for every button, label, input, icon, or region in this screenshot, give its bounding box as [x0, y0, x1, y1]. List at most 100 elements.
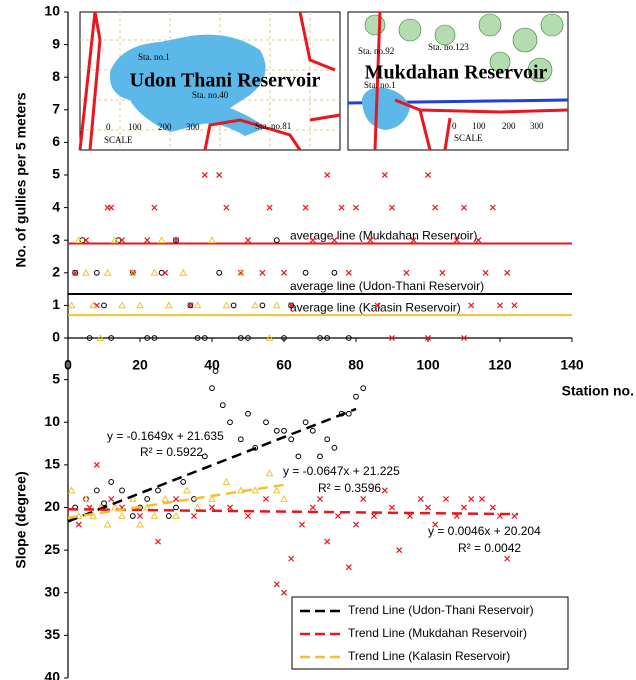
point — [389, 205, 394, 210]
point — [130, 514, 135, 519]
point — [354, 394, 359, 399]
point — [461, 505, 466, 510]
y-tick-label: 25 — [44, 541, 60, 557]
point — [120, 488, 125, 493]
point — [325, 437, 330, 442]
point — [217, 172, 222, 177]
point — [325, 539, 330, 544]
point — [224, 205, 229, 210]
point — [191, 513, 196, 518]
trend-equation: y = 0.0046x + 20.204 — [428, 524, 541, 538]
point — [263, 496, 268, 501]
point — [210, 386, 215, 391]
point — [145, 497, 150, 502]
y-tick-label: 5 — [52, 166, 60, 182]
inset-label: Sta. no.123 — [428, 42, 469, 52]
point — [274, 487, 280, 492]
point — [267, 205, 272, 210]
trend-r2: R² = 0.5922 — [140, 445, 203, 459]
inset-label: Sta. no.92 — [358, 46, 394, 56]
inset-label: SCALE — [104, 135, 133, 145]
point — [119, 513, 125, 518]
point — [382, 172, 387, 177]
point — [433, 205, 438, 210]
point — [155, 539, 160, 544]
point — [188, 303, 193, 308]
point — [119, 238, 124, 243]
point — [274, 582, 279, 587]
point — [173, 238, 178, 243]
y-tick-label: 35 — [44, 626, 60, 642]
inset-label: Sta. no.40 — [192, 90, 229, 100]
point — [119, 302, 125, 307]
y-tick-label: 8 — [52, 68, 60, 84]
point — [346, 565, 351, 570]
point — [425, 172, 430, 177]
y-tick-label: 15 — [44, 456, 60, 472]
legend-label: Trend Line (Kalasin Reservoir) — [348, 649, 510, 663]
point — [73, 270, 78, 275]
point — [217, 270, 222, 275]
point — [281, 590, 286, 595]
point — [490, 505, 495, 510]
point — [162, 496, 168, 501]
point — [332, 270, 337, 275]
point — [461, 205, 466, 210]
inset-label: SCALE — [454, 133, 483, 143]
point — [202, 454, 207, 459]
y-tick-label: 40 — [44, 669, 60, 680]
point — [303, 270, 308, 275]
point — [512, 303, 517, 308]
point — [94, 270, 99, 275]
legend: Trend Line (Udon-Thani Reservoir) Trend L… — [292, 597, 568, 669]
point — [404, 270, 409, 275]
point — [83, 238, 88, 243]
point — [223, 302, 229, 307]
point — [246, 411, 251, 416]
inset-label: 0 — [452, 121, 457, 131]
point — [353, 205, 358, 210]
y-tick-label: 1 — [52, 296, 60, 312]
point — [443, 496, 448, 501]
point — [145, 238, 150, 243]
point — [245, 513, 250, 518]
point — [497, 303, 502, 308]
point — [245, 238, 250, 243]
point — [109, 205, 114, 210]
y-tick-label: 4 — [52, 198, 60, 214]
point — [209, 237, 215, 242]
y-tick-label: 5 — [52, 370, 60, 386]
y-tick-label: 0 — [52, 329, 60, 345]
point — [109, 480, 114, 485]
point — [397, 548, 402, 553]
point — [174, 505, 179, 510]
y-tick-label: 3 — [52, 231, 60, 247]
point — [159, 237, 165, 242]
point — [220, 403, 225, 408]
point — [303, 420, 308, 425]
x-tick-label: 20 — [132, 357, 148, 373]
point — [151, 513, 157, 518]
point — [137, 513, 142, 518]
point — [227, 505, 232, 510]
inset-label: 200 — [502, 121, 516, 131]
point — [209, 505, 214, 510]
x-axis-label: Station no. — [562, 383, 634, 399]
point — [156, 488, 161, 493]
point — [479, 496, 484, 501]
point — [382, 488, 387, 493]
point — [252, 302, 258, 307]
point — [151, 270, 157, 275]
point — [195, 505, 201, 510]
point — [202, 172, 207, 177]
legend-label: Trend Line (Mukdahan Reservoir) — [348, 626, 527, 640]
inset-label: 300 — [186, 122, 200, 132]
point — [109, 496, 114, 501]
inset-label: Sta. no.1 — [364, 80, 396, 90]
point — [163, 270, 168, 275]
inset-label: 200 — [158, 122, 172, 132]
inset-title: Udon Thani Reservoir — [130, 70, 321, 92]
legend-label: Trend Line (Udon-Thani Reservoir) — [348, 603, 534, 617]
point — [282, 428, 287, 433]
point — [137, 302, 143, 307]
